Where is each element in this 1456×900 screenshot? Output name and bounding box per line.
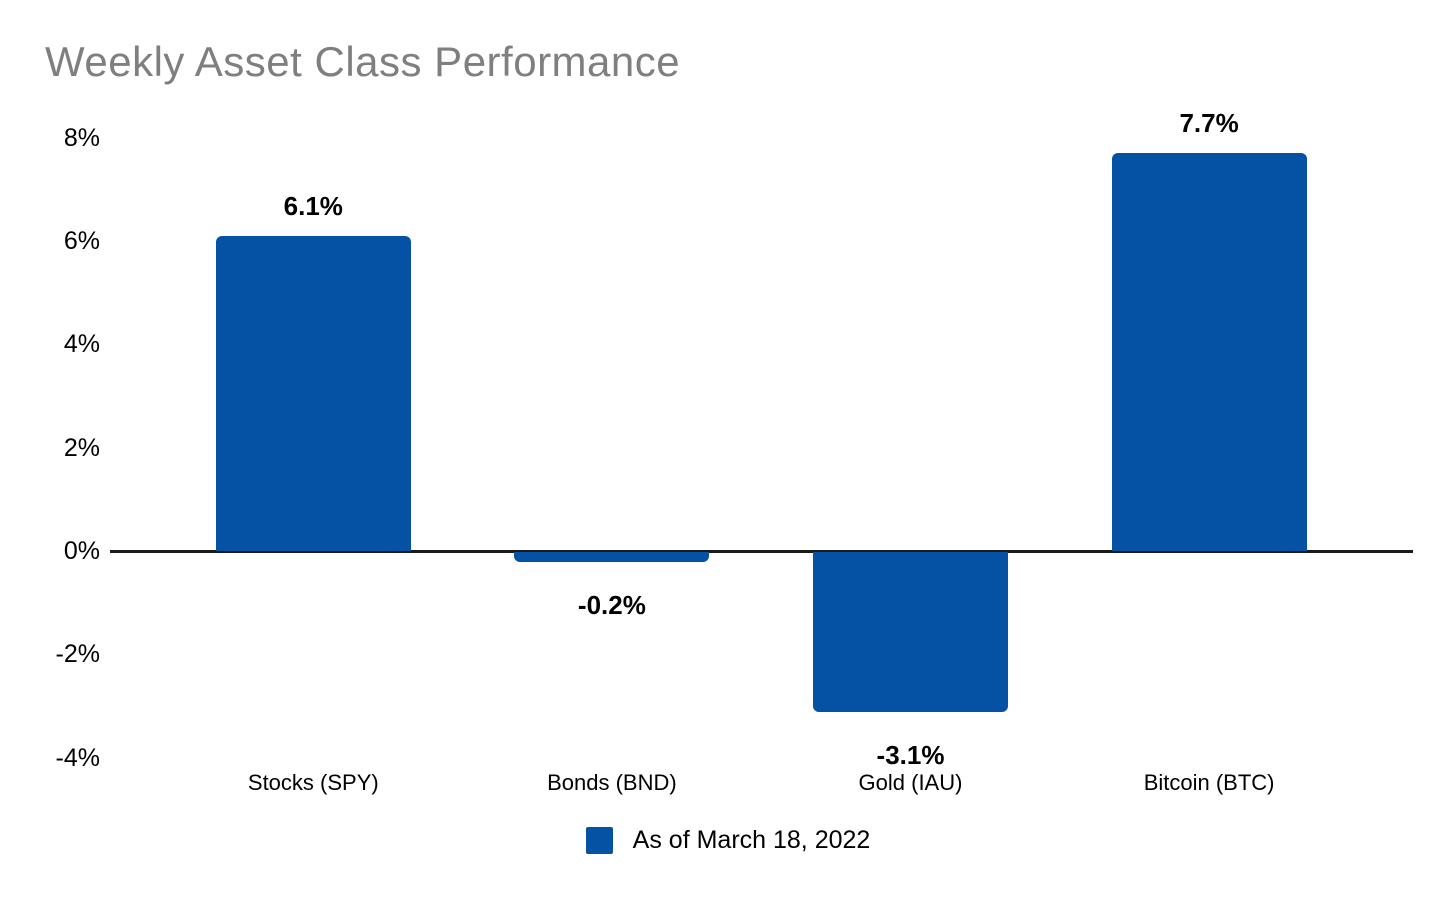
bar	[514, 552, 710, 563]
bar	[215, 235, 411, 551]
bar-value-label: 6.1%	[283, 190, 343, 221]
y-tick-label: 8%	[63, 123, 100, 152]
zero-axis-line	[110, 550, 1413, 553]
legend-swatch-square-icon	[585, 826, 613, 854]
y-tick-label: 6%	[63, 226, 100, 255]
y-tick-label: -4%	[55, 743, 100, 772]
bar-value-label: -0.2%	[577, 590, 646, 621]
legend: As of March 18, 2022	[0, 822, 1456, 858]
bar-value-label: -3.1%	[876, 740, 945, 771]
legend-label: As of March 18, 2022	[632, 825, 871, 854]
y-tick-label: -2%	[55, 640, 100, 669]
bar-value-label: 7.7%	[1179, 108, 1239, 139]
bar	[1111, 153, 1307, 551]
y-tick-label: 2%	[63, 433, 100, 462]
x-category-label: Bonds (BND)	[547, 770, 677, 795]
x-category-label: Bitcoin (BTC)	[1143, 770, 1275, 795]
y-tick-label: 4%	[63, 330, 100, 359]
x-category-label: Gold (IAU)	[858, 770, 963, 795]
x-category-label: Stocks (SPY)	[247, 770, 379, 795]
chart-title: Weekly Asset Class Performance	[45, 38, 681, 85]
bar	[813, 552, 1008, 713]
y-tick-label: 0%	[63, 537, 100, 565]
